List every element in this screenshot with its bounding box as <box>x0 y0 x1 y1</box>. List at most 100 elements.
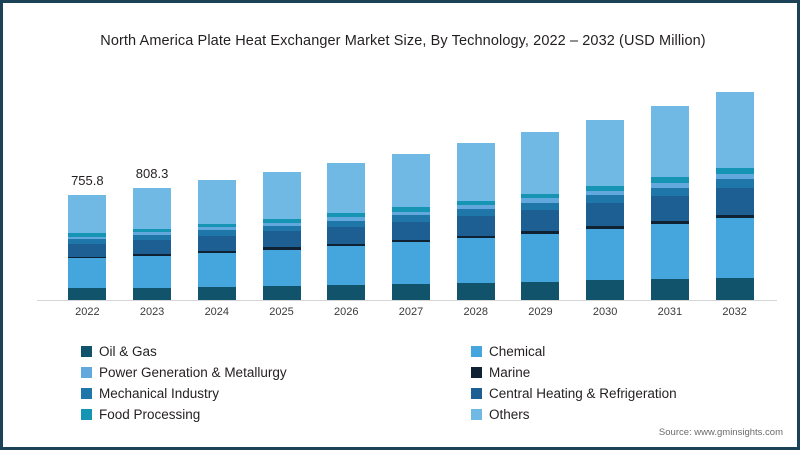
bar-segment[interactable] <box>521 193 560 199</box>
bar-segment[interactable] <box>327 213 366 218</box>
bar-segment[interactable] <box>456 209 495 216</box>
bar-segment[interactable] <box>521 233 560 282</box>
bar-segment[interactable] <box>392 153 430 208</box>
bar-segment[interactable] <box>392 242 430 285</box>
legend-item[interactable]: Others <box>471 404 741 425</box>
bar-column[interactable] <box>650 106 689 300</box>
bar-segment[interactable] <box>715 214 754 219</box>
legend-item[interactable]: Marine <box>471 362 741 383</box>
bar-segment[interactable] <box>197 227 236 231</box>
bar-segment[interactable] <box>392 211 430 216</box>
bar-segment[interactable] <box>197 252 236 287</box>
bar-segment[interactable] <box>586 119 625 186</box>
bar-segment[interactable] <box>650 196 689 221</box>
bar-segment[interactable] <box>133 255 172 288</box>
bar-segment[interactable] <box>327 220 366 227</box>
bar-segment[interactable] <box>586 195 625 204</box>
bar-segment[interactable] <box>262 286 301 300</box>
bar-segment[interactable] <box>262 247 301 250</box>
bar-segment[interactable] <box>197 224 236 228</box>
bar-segment[interactable] <box>521 202 560 210</box>
bar-segment[interactable] <box>521 198 560 203</box>
bar-segment[interactable] <box>650 177 689 184</box>
bar-segment[interactable] <box>68 233 107 237</box>
bar-segment[interactable] <box>715 174 754 180</box>
bar-segment[interactable] <box>392 221 430 240</box>
bar-segment[interactable] <box>262 219 301 223</box>
bar-segment[interactable] <box>456 143 495 201</box>
bar-segment[interactable] <box>715 179 754 189</box>
bar-column[interactable] <box>262 172 301 300</box>
bar-segment[interactable] <box>133 234 172 240</box>
bar-segment[interactable] <box>133 187 172 229</box>
bar-segment[interactable] <box>327 243 366 247</box>
bar-column[interactable] <box>327 163 366 300</box>
bar-segment[interactable] <box>650 106 689 178</box>
bar-segment[interactable] <box>327 226 366 244</box>
legend-item[interactable]: Central Heating & Refrigeration <box>471 383 741 404</box>
bar-column[interactable] <box>586 119 625 300</box>
bar-segment[interactable] <box>521 281 560 300</box>
bar-segment[interactable] <box>586 226 625 229</box>
bar-segment[interactable] <box>521 209 560 232</box>
bar-segment[interactable] <box>456 238 495 283</box>
bar-segment[interactable] <box>327 285 366 300</box>
bar-column[interactable] <box>68 195 107 300</box>
bar-segment[interactable] <box>650 279 689 300</box>
bar-segment[interactable] <box>133 232 172 235</box>
legend-item[interactable]: Oil & Gas <box>81 341 471 362</box>
bar-segment[interactable] <box>133 253 172 256</box>
bar-segment[interactable] <box>327 246 366 286</box>
bar-segment[interactable] <box>715 188 754 215</box>
bar-segment[interactable] <box>133 239 172 254</box>
bar-segment[interactable] <box>68 256 107 259</box>
bar-column[interactable] <box>392 153 430 300</box>
bar-segment[interactable] <box>456 200 495 206</box>
bar-segment[interactable] <box>586 191 625 196</box>
bar-segment[interactable] <box>456 205 495 210</box>
bar-segment[interactable] <box>456 282 495 300</box>
bar-segment[interactable] <box>197 230 236 236</box>
bar-segment[interactable] <box>392 215 430 222</box>
bar-segment[interactable] <box>327 163 366 214</box>
legend-item[interactable]: Food Processing <box>81 404 471 425</box>
bar-segment[interactable] <box>715 91 754 169</box>
bar-segment[interactable] <box>392 207 430 212</box>
bar-segment[interactable] <box>133 228 172 233</box>
bar-segment[interactable] <box>586 185 625 192</box>
bar-segment[interactable] <box>68 238 107 244</box>
bar-segment[interactable] <box>456 215 495 236</box>
legend-item[interactable]: Mechanical Industry <box>81 383 471 404</box>
bar-segment[interactable] <box>68 258 107 289</box>
legend-item[interactable]: Chemical <box>471 341 741 362</box>
bar-segment[interactable] <box>650 223 689 280</box>
bar-segment[interactable] <box>327 217 366 221</box>
bar-column[interactable] <box>133 187 172 300</box>
bar-segment[interactable] <box>68 288 107 300</box>
bar-segment[interactable] <box>68 195 107 234</box>
bar-segment[interactable] <box>521 231 560 234</box>
bar-segment[interactable] <box>262 222 301 226</box>
bar-segment[interactable] <box>715 277 754 300</box>
bar-column[interactable] <box>456 143 495 300</box>
bar-segment[interactable] <box>197 250 236 253</box>
bar-segment[interactable] <box>68 236 107 239</box>
bar-segment[interactable] <box>68 243 107 257</box>
bar-column[interactable] <box>715 91 754 300</box>
bar-segment[interactable] <box>650 220 689 224</box>
bar-segment[interactable] <box>456 235 495 239</box>
bar-segment[interactable] <box>392 239 430 243</box>
bar-segment[interactable] <box>586 280 625 300</box>
bar-segment[interactable] <box>133 287 172 300</box>
bar-segment[interactable] <box>521 131 560 194</box>
bar-segment[interactable] <box>262 249 301 286</box>
bar-segment[interactable] <box>197 235 236 251</box>
bar-segment[interactable] <box>650 183 689 188</box>
bar-segment[interactable] <box>197 286 236 300</box>
bar-column[interactable] <box>197 180 236 300</box>
bar-segment[interactable] <box>262 172 301 220</box>
bar-segment[interactable] <box>197 180 236 225</box>
bar-segment[interactable] <box>650 187 689 197</box>
bar-segment[interactable] <box>262 231 301 248</box>
bar-segment[interactable] <box>715 218 754 278</box>
